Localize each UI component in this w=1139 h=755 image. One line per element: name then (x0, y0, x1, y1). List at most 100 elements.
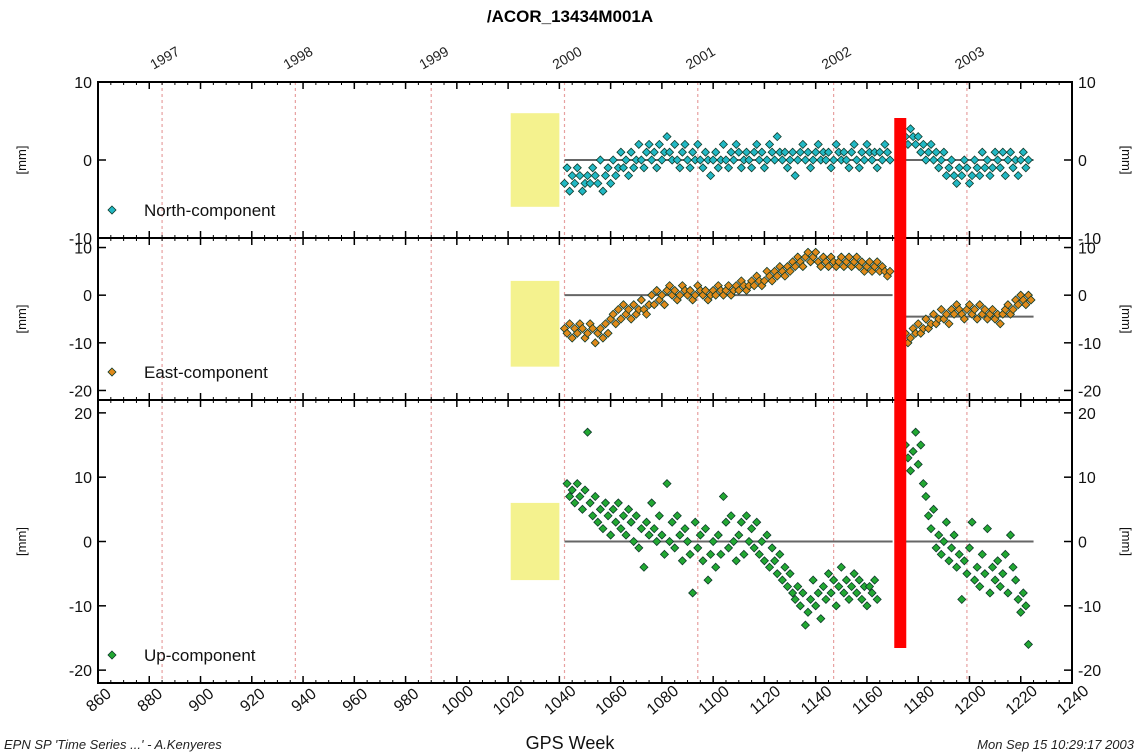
data-point (770, 556, 780, 566)
data-point (829, 155, 839, 165)
data-point (785, 155, 795, 165)
y-tick-label: -10 (69, 599, 92, 616)
data-point (1016, 155, 1026, 165)
data-point (877, 155, 887, 165)
data-point (993, 556, 1003, 566)
data-point (559, 178, 570, 188)
data-point (934, 530, 944, 540)
data-point (964, 543, 975, 553)
data-point (931, 543, 941, 553)
data-point (841, 155, 852, 165)
data-point (1003, 588, 1013, 598)
data-point (836, 252, 846, 262)
data-point (698, 556, 708, 566)
data-point (826, 588, 836, 598)
data-point (723, 281, 734, 291)
data-point (798, 588, 808, 598)
data-point (593, 517, 603, 527)
data-point (739, 549, 749, 559)
data-point (711, 147, 721, 157)
data-point (1013, 594, 1023, 604)
y-tick-label: -10 (69, 336, 92, 353)
data-point (624, 504, 634, 514)
data-point (811, 147, 821, 157)
data-point (700, 285, 711, 295)
data-point (977, 147, 987, 157)
data-point (905, 333, 916, 343)
data-point (788, 147, 798, 157)
data-point (562, 328, 572, 338)
data-point (631, 511, 641, 521)
data-point (905, 466, 916, 476)
data-point (708, 155, 718, 165)
data-point (844, 594, 854, 604)
data-point (923, 511, 934, 521)
data-point (618, 300, 629, 310)
y-tick-label: 10 (74, 241, 92, 258)
data-point (936, 304, 946, 315)
data-point (985, 588, 995, 598)
chart-title: /ACOR_13434M001A (487, 7, 653, 26)
y-tick-label-right: -20 (1078, 383, 1101, 400)
data-point (734, 147, 744, 157)
data-point (836, 562, 846, 572)
legend-marker (107, 205, 117, 215)
data-point (780, 147, 790, 157)
data-point (767, 543, 777, 553)
data-point (670, 285, 680, 295)
data-point (762, 530, 772, 540)
panel-3 (97, 399, 1073, 684)
data-point (844, 163, 854, 173)
data-point (921, 491, 931, 502)
data-point (598, 524, 608, 534)
data-point (964, 178, 975, 188)
data-point (834, 581, 844, 592)
data-point (736, 517, 746, 527)
y-axis-label-right: [mm] (1119, 527, 1134, 556)
data-point (654, 139, 664, 149)
data-point (565, 319, 575, 329)
data-point (839, 147, 849, 157)
data-point (577, 504, 588, 514)
data-point (606, 530, 616, 540)
data-point (964, 300, 975, 310)
gap-band (510, 280, 560, 367)
data-point (636, 295, 646, 305)
data-point (708, 536, 718, 547)
y-axis-label: [mm] (14, 146, 29, 175)
data-point (741, 147, 752, 157)
gap-band (510, 113, 560, 207)
data-point (626, 517, 636, 527)
data-point (790, 262, 800, 272)
data-point (823, 262, 834, 272)
data-point (962, 163, 972, 173)
data-point (849, 139, 859, 149)
data-point (618, 511, 629, 521)
data-point (606, 178, 616, 188)
data-point (680, 139, 690, 149)
data-point (608, 504, 618, 514)
legend-label: East-component (144, 363, 268, 382)
data-point (880, 139, 890, 149)
data-point (641, 147, 652, 157)
data-point (788, 588, 798, 598)
y-tick-label-right: 0 (1078, 153, 1087, 170)
data-point (1008, 562, 1018, 572)
data-point (608, 155, 618, 165)
data-point (962, 569, 972, 579)
y-tick-label-right: -10 (1078, 599, 1101, 616)
data-point (993, 155, 1003, 165)
data-point (859, 155, 869, 165)
data-point (967, 171, 977, 181)
data-point (670, 139, 680, 149)
data-point (585, 178, 595, 188)
data-point (652, 285, 662, 295)
data-point (659, 300, 670, 310)
data-point (595, 323, 605, 334)
y-axis-label-right: [mm] (1119, 146, 1134, 175)
data-point (916, 147, 926, 157)
data-point (864, 257, 875, 267)
data-point (990, 147, 1000, 157)
data-point (729, 536, 739, 547)
